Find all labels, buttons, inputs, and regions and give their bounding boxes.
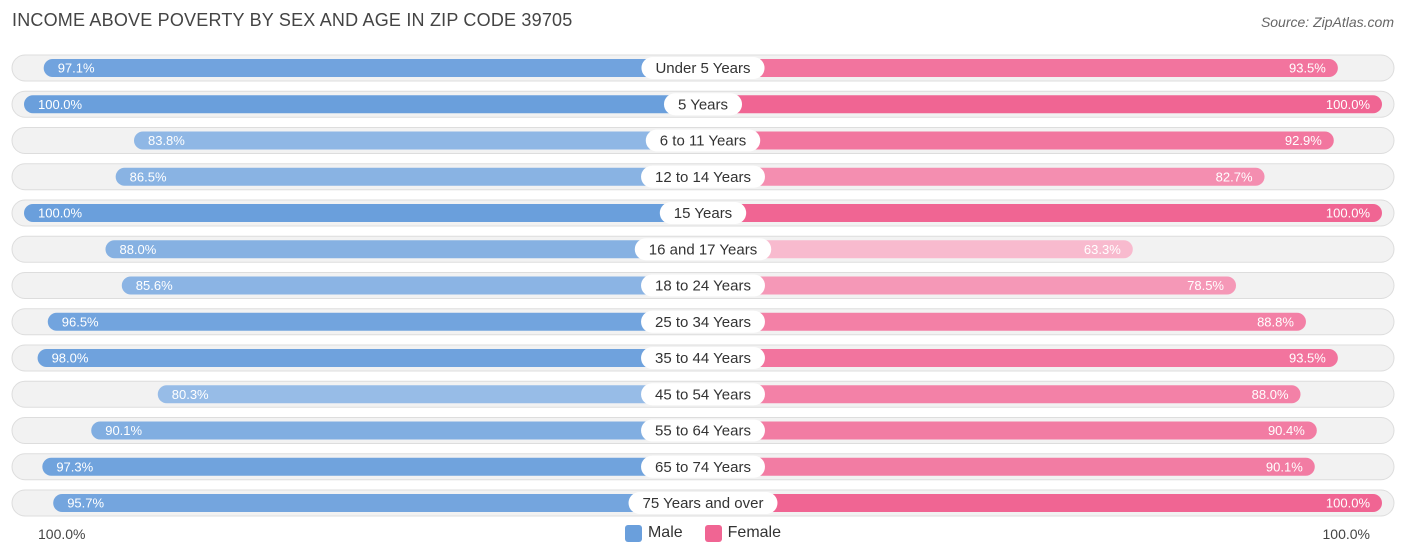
value-label-female: 100.0% (1326, 206, 1371, 221)
bar-male (133, 131, 704, 150)
value-label-female: 90.1% (1266, 459, 1303, 474)
value-label-male: 88.0% (119, 242, 156, 257)
chart-source: Source: ZipAtlas.com (1260, 14, 1394, 30)
category-pill (641, 419, 765, 442)
bar-male (121, 276, 703, 295)
category-label: 45 to 54 Years (655, 386, 751, 403)
bar-female (703, 240, 1133, 259)
value-label-male: 85.6% (136, 278, 173, 293)
value-label-female: 93.5% (1289, 61, 1326, 76)
bar-chart: 97.1% 93.5% Under 5 Years 100.0% 100.0% 5 Yea… (11, 54, 1395, 517)
category-label: 35 to 44 Years (655, 350, 751, 367)
category-label: 75 Years and over (643, 495, 764, 512)
category-pill (641, 274, 765, 297)
bar-male (43, 59, 704, 77)
legend-swatch-male (624, 524, 642, 542)
category-pill (641, 347, 765, 369)
bar-male (91, 421, 703, 440)
bar-male (157, 385, 703, 404)
category-label: 65 to 74 Years (655, 459, 751, 476)
value-label-male: 80.3% (172, 387, 209, 402)
category-label: 6 to 11 Years (660, 133, 746, 150)
value-label-female: 93.5% (1289, 351, 1326, 366)
category-label: 18 to 24 Years (655, 278, 751, 295)
category-label: 5 Years (678, 96, 728, 113)
value-label-male: 90.1% (105, 423, 142, 438)
bar-male (24, 95, 703, 114)
value-label-male: 86.5% (130, 169, 167, 184)
category-pill (659, 202, 747, 224)
bar-female (703, 312, 1306, 331)
bar-female (703, 95, 1382, 114)
bar-female (703, 204, 1382, 222)
value-label-female: 100.0% (1326, 496, 1371, 511)
chart-title: INCOME ABOVE POVERTY BY SEX AND AGE IN Z… (12, 10, 573, 30)
bar-female (703, 349, 1338, 367)
bar-female (703, 494, 1382, 512)
value-label-female: 92.9% (1285, 133, 1322, 148)
bar-male (53, 494, 703, 512)
legend-label-female: Female (727, 524, 782, 541)
bar-male (115, 167, 704, 186)
value-label-male: 96.5% (62, 314, 99, 329)
axis-left-label: 100.0% (38, 526, 86, 542)
value-label-male: 100.0% (38, 206, 83, 221)
value-label-male: 95.7% (67, 496, 104, 511)
category-pill (663, 93, 743, 116)
category-pill (641, 310, 765, 333)
value-label-female: 78.5% (1187, 278, 1224, 293)
category-pill (641, 383, 765, 406)
axis-right-label: 100.0% (1322, 526, 1370, 542)
value-label-female: 88.0% (1252, 387, 1289, 402)
category-label: 15 Years (674, 205, 732, 222)
bar-male (37, 349, 703, 367)
value-label-female: 90.4% (1268, 423, 1305, 438)
value-label-female: 63.3% (1084, 242, 1121, 257)
category-pill (641, 57, 765, 79)
category-label: 25 to 34 Years (655, 314, 751, 331)
value-label-female: 82.7% (1216, 169, 1253, 184)
category-label: 16 and 17 Years (649, 241, 757, 258)
value-label-female: 88.8% (1257, 314, 1294, 329)
legend-label-male: Male (647, 524, 683, 541)
category-pill (634, 238, 772, 261)
category-label: 12 to 14 Years (655, 169, 751, 186)
value-label-male: 98.0% (52, 351, 89, 366)
value-label-male: 100.0% (38, 97, 83, 112)
bar-female (703, 457, 1315, 476)
category-label: Under 5 Years (655, 60, 750, 77)
bar-female (703, 276, 1237, 295)
category-pill (645, 129, 761, 152)
legend-item-male: Male (624, 524, 683, 542)
bar-male (105, 240, 704, 259)
bar-male (47, 312, 703, 331)
bar-female (703, 167, 1265, 186)
legend-item-female: Female (704, 524, 782, 542)
value-label-female: 100.0% (1326, 97, 1371, 112)
bar-male (24, 204, 703, 222)
category-label: 55 to 64 Years (655, 423, 751, 440)
bar-female (703, 385, 1301, 404)
category-pill (628, 492, 778, 514)
value-label-male: 97.1% (58, 61, 95, 76)
legend-swatch-female (704, 524, 722, 542)
bar-male (42, 457, 703, 476)
category-pill (641, 165, 765, 188)
legend: Male Female (0, 524, 1406, 542)
bar-female (703, 421, 1317, 440)
value-label-male: 83.8% (148, 133, 185, 148)
value-label-male: 97.3% (56, 459, 93, 474)
category-pill (641, 455, 765, 478)
bar-female (703, 131, 1334, 150)
bar-female (703, 59, 1338, 77)
